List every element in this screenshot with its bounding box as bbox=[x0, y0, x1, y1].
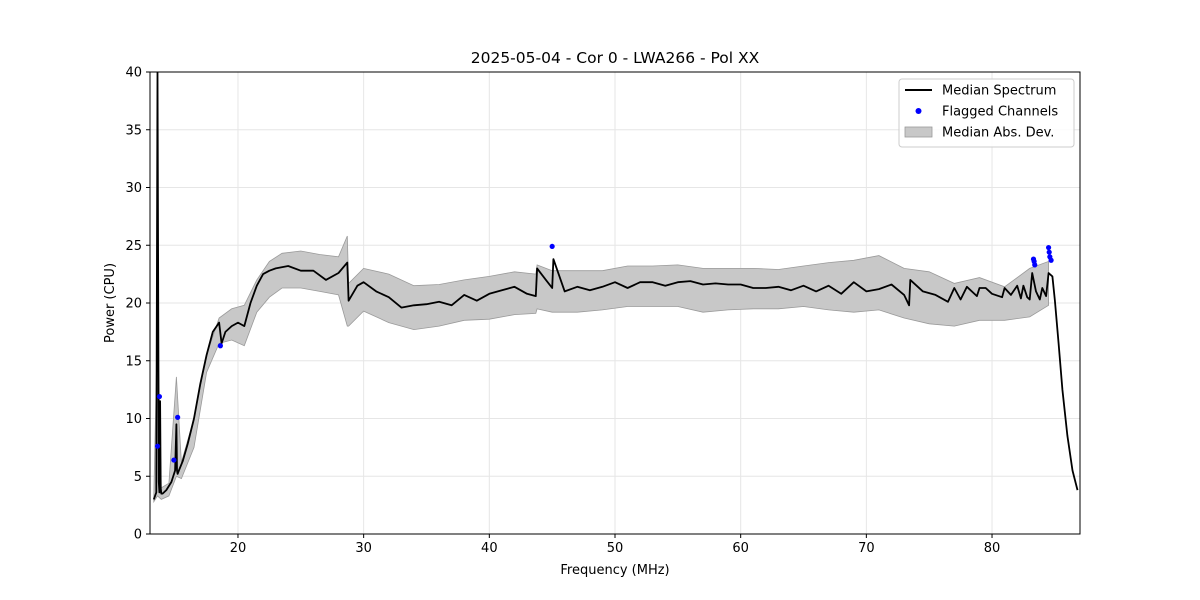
x-tick-label: 70 bbox=[858, 541, 875, 556]
chart-title: 2025-05-04 - Cor 0 - LWA266 - Pol XX bbox=[471, 49, 760, 67]
flagged-channel-point bbox=[1046, 249, 1052, 255]
median-spectrum-line bbox=[152, 72, 1079, 500]
x-tick-label: 40 bbox=[481, 541, 498, 556]
legend-mad-patch-sample bbox=[904, 126, 933, 138]
flagged-channel-point bbox=[175, 414, 181, 420]
y-tick-label: 40 bbox=[125, 66, 142, 81]
legend-label-median: Median Spectrum bbox=[942, 84, 1056, 99]
flagged-channel-point bbox=[1032, 262, 1038, 268]
y-tick-label: 35 bbox=[125, 123, 142, 138]
flagged-channel-point bbox=[1048, 257, 1054, 263]
x-tick-label: 20 bbox=[230, 541, 247, 556]
y-tick-label: 0 bbox=[134, 528, 142, 543]
y-tick-label: 10 bbox=[125, 412, 142, 427]
legend: Median Spectrum Flagged Channels Median … bbox=[898, 78, 1075, 148]
y-axis-title: Power (CPU) bbox=[103, 263, 118, 343]
plot-content bbox=[152, 72, 1079, 504]
legend-flagged-marker-sample bbox=[915, 108, 922, 114]
flagged-channel-point bbox=[1045, 244, 1052, 251]
legend-label-flagged: Flagged Channels bbox=[942, 105, 1058, 120]
x-tick-label: 80 bbox=[984, 541, 1001, 556]
legend-box bbox=[898, 78, 1075, 148]
y-tick-label: 25 bbox=[125, 239, 142, 254]
mad-band bbox=[153, 235, 1049, 504]
x-axis-title: Frequency (MHz) bbox=[560, 563, 669, 578]
y-tick-label: 15 bbox=[125, 354, 142, 369]
flagged-channel-point bbox=[171, 457, 177, 463]
x-axis: 20 30 40 50 60 70 80 bbox=[230, 534, 1001, 556]
x-tick-label: 60 bbox=[732, 541, 749, 556]
flagged-channel-point bbox=[154, 443, 161, 449]
legend-label-mad: Median Abs. Dev. bbox=[942, 126, 1054, 141]
x-tick-label: 50 bbox=[607, 541, 624, 556]
y-tick-label: 30 bbox=[125, 181, 142, 196]
y-tick-label: 20 bbox=[125, 297, 142, 312]
x-tick-label: 30 bbox=[355, 541, 372, 556]
flagged-channel-point bbox=[549, 243, 555, 250]
y-axis: 0 5 10 15 20 25 30 35 40 bbox=[125, 66, 150, 543]
y-tick-label: 5 bbox=[134, 470, 142, 485]
flagged-channel-point bbox=[217, 343, 223, 349]
flagged-channel-point bbox=[156, 393, 163, 400]
